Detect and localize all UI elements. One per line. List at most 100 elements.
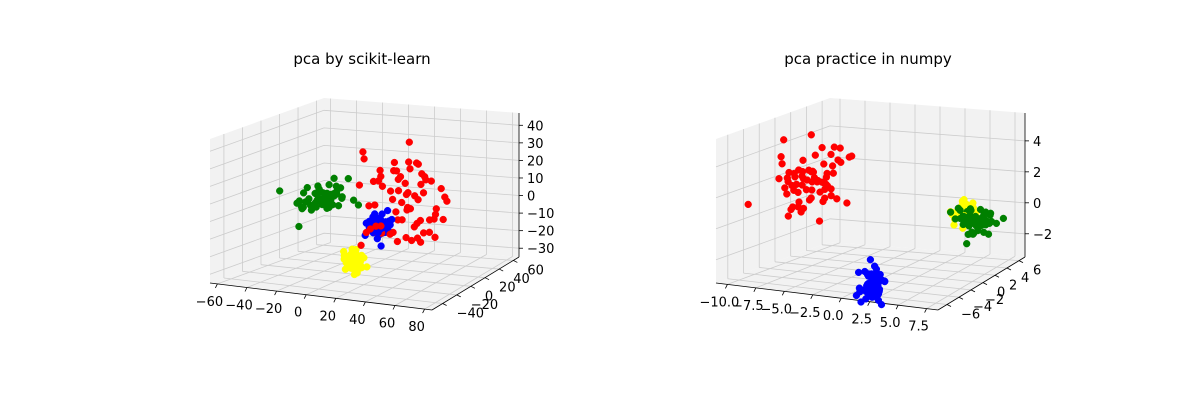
y-tick	[970, 289, 976, 293]
x-tick	[274, 290, 277, 296]
y-tick	[456, 294, 461, 298]
data-point	[401, 179, 409, 187]
data-point	[431, 233, 439, 241]
data-point	[363, 263, 371, 271]
grid-line	[727, 242, 841, 285]
grid-line	[209, 180, 520, 222]
data-point	[377, 172, 385, 181]
z-tick-label: −20	[527, 225, 554, 240]
data-point	[390, 167, 398, 175]
data-point	[427, 177, 435, 185]
data-point	[373, 235, 381, 243]
data-point	[350, 270, 359, 279]
data-point	[338, 194, 346, 202]
data-point	[327, 192, 335, 200]
data-point	[837, 158, 845, 166]
data-point	[821, 194, 829, 202]
data-point	[813, 178, 821, 186]
data-point	[799, 156, 807, 164]
data-point	[340, 252, 349, 260]
grid-line	[822, 244, 1020, 262]
x-tick-label: −7.5	[732, 299, 764, 314]
grid-line	[209, 162, 520, 205]
y-tick	[994, 274, 1000, 278]
grid-line	[784, 246, 891, 292]
x-tick-label: −20	[255, 302, 282, 317]
data-point	[393, 237, 402, 246]
data-point	[959, 220, 967, 229]
data-point	[820, 179, 829, 187]
y-tick-label: −6	[961, 308, 980, 323]
grid-line	[209, 232, 520, 275]
grid-line	[223, 277, 443, 304]
z-tick-label: −30	[527, 242, 554, 257]
data-point	[374, 228, 382, 237]
grid-line	[209, 215, 520, 258]
data-point	[369, 177, 378, 186]
data-point	[848, 152, 856, 160]
data-point	[827, 192, 835, 200]
x-tick-label: 60	[379, 317, 396, 332]
data-point	[843, 199, 851, 207]
data-point	[791, 173, 799, 181]
data-point	[413, 234, 422, 242]
data-point	[802, 186, 811, 194]
left-pane	[716, 98, 830, 283]
data-point	[833, 195, 841, 203]
grid-line	[424, 256, 513, 310]
grid-line	[869, 252, 966, 303]
y-tick-label: 60	[527, 263, 544, 278]
x-tick	[725, 284, 728, 289]
x-tick-label: 0	[294, 306, 302, 321]
grid-line	[246, 244, 357, 288]
x-tick	[303, 294, 307, 299]
z-tick-label: −2	[1033, 228, 1052, 243]
data-point	[964, 230, 972, 239]
data-point	[419, 189, 428, 197]
data-point	[405, 158, 413, 166]
y-tick	[1018, 260, 1024, 264]
data-point	[795, 166, 803, 174]
data-point	[377, 242, 385, 250]
data-point	[394, 187, 403, 195]
data-point	[872, 265, 881, 273]
data-point	[874, 288, 883, 297]
y-axis-line	[937, 256, 1026, 311]
y-tick	[513, 260, 518, 263]
data-point	[866, 256, 875, 264]
data-point	[392, 208, 400, 216]
data-point	[308, 203, 316, 212]
y-tick-label: 0	[997, 286, 1005, 301]
data-point	[334, 202, 343, 210]
grid-line	[217, 242, 331, 285]
data-point	[979, 217, 987, 225]
data-point	[820, 160, 828, 168]
grid-line	[279, 257, 486, 279]
data-point	[807, 131, 815, 139]
data-point	[386, 187, 395, 195]
z-tick-label: 0	[527, 190, 535, 205]
data-point	[972, 222, 981, 230]
grid-line	[394, 254, 487, 306]
data-point	[876, 275, 885, 284]
data-point	[946, 208, 955, 216]
data-point	[362, 219, 370, 227]
data-point	[783, 190, 791, 198]
data-point	[388, 195, 397, 204]
data-point	[354, 201, 363, 209]
grid-line	[926, 255, 1016, 309]
x-tick-label: 80	[408, 320, 425, 335]
y-tick-label: 6	[1033, 264, 1041, 279]
z-tick-label: 4	[1033, 135, 1041, 150]
y-tick-label: −2	[985, 293, 1004, 308]
data-point	[827, 150, 835, 159]
data-point	[874, 296, 883, 304]
data-point	[314, 182, 322, 190]
data-point	[390, 158, 399, 167]
data-point	[780, 136, 788, 144]
x-tick	[838, 298, 842, 303]
z-tick-label: 40	[527, 119, 544, 134]
data-point	[778, 160, 786, 168]
y-tick-label: 4	[1021, 271, 1029, 286]
data-point	[963, 240, 971, 248]
